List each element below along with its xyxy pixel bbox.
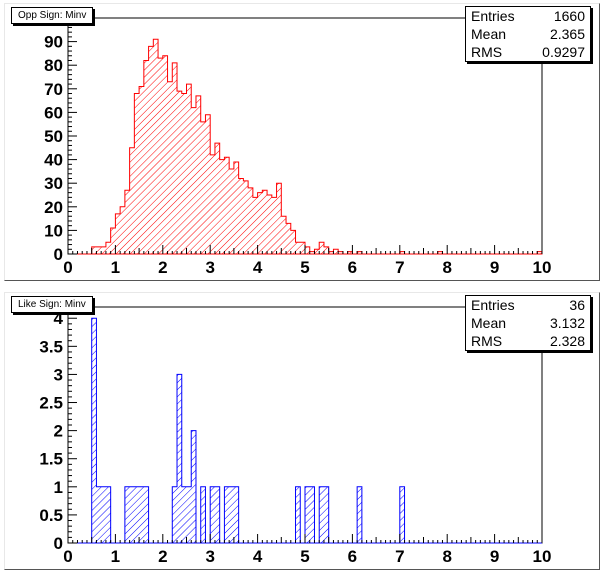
stats-rms-value: 0.9297: [542, 44, 585, 60]
x-tick-label: 0: [63, 258, 72, 277]
x-tick-label: 8: [442, 547, 451, 566]
y-tick-label: 70: [44, 80, 63, 99]
stats-mean-value: 2.365: [549, 26, 585, 42]
stats-entries-label: Entries: [471, 8, 515, 24]
x-tick-label: 10: [533, 258, 552, 277]
x-tick-label: 9: [490, 547, 499, 566]
opp-sign-pad: 0 1 2 3 4 5 6 7 8 9 10 0 10 20 30 40 50 60 70 80 90 Opp Sign…: [4, 3, 600, 281]
like-sign-title: Like Sign: Minv: [11, 296, 93, 313]
stats-rms-row: RMS 0.9297: [466, 43, 590, 61]
x-tick-label: 2: [158, 547, 167, 566]
y-tick-label: 1.5: [39, 450, 63, 469]
stats-entries-value: 36: [569, 297, 585, 313]
stats-rms-value: 2.328: [549, 333, 585, 349]
x-tick-label: 10: [533, 547, 552, 566]
y-tick-label: 20: [44, 198, 63, 217]
stats-mean-row: Mean 3.132: [466, 314, 590, 332]
stats-entries-value: 1660: [553, 8, 585, 24]
y-tick-label: 0: [54, 245, 63, 264]
x-tick-label: 6: [348, 258, 357, 277]
like-sign-pad: 0 1 2 3 4 5 6 7 8 9 10 0 0.5 1 1.5 2 2.5 3 3.5 4 Like Sign:…: [4, 292, 600, 570]
x-tick-label: 9: [490, 258, 499, 277]
y-tick-label: 30: [44, 174, 63, 193]
y-tick-label: 2.5: [39, 394, 63, 413]
x-tick-label: 3: [205, 547, 214, 566]
stats-entries-row: Entries 1660: [466, 7, 590, 25]
stats-rms-label: RMS: [471, 333, 503, 349]
x-tick-label: 5: [300, 258, 309, 277]
y-tick-label: 50: [44, 127, 63, 146]
stats-mean-label: Mean: [471, 315, 507, 331]
y-tick-label: 1: [54, 478, 63, 497]
x-tick-label: 1: [111, 547, 120, 566]
x-tick-label: 1: [111, 258, 120, 277]
x-tick-label: 4: [253, 547, 263, 566]
y-tick-label: 4: [54, 309, 64, 328]
stats-mean-label: Mean: [471, 26, 507, 42]
like-sign-stats-box: Entries 36 Mean 3.132 RMS 2.328: [465, 295, 591, 351]
histogram-bars: [68, 38, 543, 255]
x-tick-label: 7: [395, 258, 404, 277]
opp-sign-title: Opp Sign: Minv: [11, 7, 94, 24]
x-tick-label: 3: [205, 258, 214, 277]
y-tick-label: 2: [54, 422, 63, 441]
x-tick-label: 6: [348, 547, 357, 566]
y-tick-label: 0: [54, 534, 63, 553]
x-tick-label: 0: [63, 547, 72, 566]
y-tick-label: 60: [44, 103, 63, 122]
y-tick-label: 0.5: [39, 506, 63, 525]
stats-mean-value: 3.132: [549, 315, 585, 331]
stats-rms-row: RMS 2.328: [466, 332, 590, 350]
y-tick-label: 3: [54, 365, 63, 384]
stats-entries-row: Entries 36: [466, 296, 590, 314]
histogram-bars: [68, 317, 542, 544]
stats-mean-row: Mean 2.365: [466, 25, 590, 43]
x-tick-label: 5: [300, 547, 309, 566]
like-sign-plot: 0 1 2 3 4 5 6 7 8 9 10 0 0.5 1 1.5 2 2.5 3 3.5 4: [39, 306, 552, 566]
opp-sign-stats-box: Entries 1660 Mean 2.365 RMS 0.9297: [465, 6, 591, 62]
x-tick-label: 2: [158, 258, 167, 277]
x-tick-label: 4: [253, 258, 263, 277]
y-tick-label: 80: [44, 56, 63, 75]
x-tick-label: 8: [442, 258, 451, 277]
x-tick-label: 7: [395, 547, 404, 566]
y-tick-label: 10: [44, 221, 63, 240]
y-tick-label: 3.5: [39, 337, 63, 356]
y-tick-label: 40: [44, 151, 63, 170]
stats-rms-label: RMS: [471, 44, 503, 60]
y-tick-label: 90: [44, 33, 63, 52]
stats-entries-label: Entries: [471, 297, 515, 313]
